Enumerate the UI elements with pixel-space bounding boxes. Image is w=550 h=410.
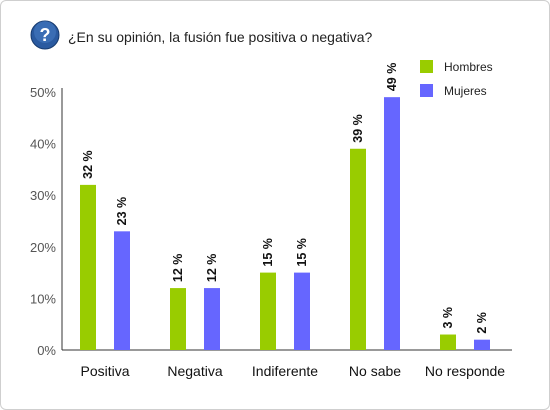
data-label: 2 % <box>475 312 489 334</box>
y-tick-label: 0% <box>37 343 56 358</box>
bar-mujeres-2 <box>294 272 310 350</box>
y-tick-label: 20% <box>30 240 56 255</box>
legend-label: Hombres <box>444 60 493 74</box>
x-tick-label: No sabe <box>349 363 401 379</box>
question-glyph: ? <box>40 25 51 45</box>
data-label: 32 % <box>81 150 95 179</box>
data-label: 23 % <box>115 197 129 226</box>
x-tick-label: Indiferente <box>252 363 318 379</box>
x-tick-label: Negativa <box>167 363 222 379</box>
data-label: 39 % <box>351 114 365 143</box>
bar-hombres-3 <box>350 148 366 350</box>
bar-mujeres-0 <box>114 231 130 350</box>
bar-mujeres-3 <box>384 97 400 350</box>
bar-hombres-2 <box>260 272 276 350</box>
y-tick-label: 50% <box>30 85 56 100</box>
data-label: 12 % <box>205 254 219 283</box>
question-icon: ? <box>30 20 60 50</box>
data-label: 3 % <box>441 307 455 329</box>
x-tick-label: Positiva <box>80 363 129 379</box>
legend-swatch-mujeres <box>420 84 433 97</box>
bar-hombres-4 <box>440 334 456 350</box>
y-tick-label: 40% <box>30 137 56 152</box>
y-tick-label: 10% <box>30 291 56 306</box>
chart-title: ¿En su opinión, la fusión fue positiva o… <box>68 29 373 45</box>
bar-hombres-0 <box>80 184 96 350</box>
bar-mujeres-4 <box>474 339 490 350</box>
bar-hombres-1 <box>170 288 186 350</box>
x-tick-label: No responde <box>425 363 505 379</box>
data-label: 49 % <box>385 63 399 92</box>
y-tick-label: 30% <box>30 188 56 203</box>
legend-swatch-hombres <box>420 60 433 73</box>
data-label: 15 % <box>261 238 275 267</box>
data-label: 15 % <box>295 238 309 267</box>
bar-mujeres-1 <box>204 288 220 350</box>
data-label: 12 % <box>171 254 185 283</box>
legend-label: Mujeres <box>444 84 487 98</box>
